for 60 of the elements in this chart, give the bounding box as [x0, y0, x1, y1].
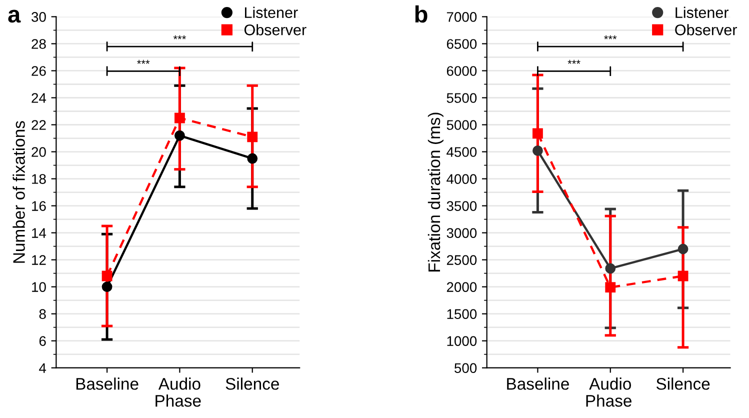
y-tick-label: 18	[32, 174, 46, 184]
point	[247, 153, 258, 164]
y-tick-label: 5500	[446, 93, 477, 103]
annotation: ***	[173, 35, 186, 40]
point	[532, 145, 543, 156]
legend-label: Listener	[676, 6, 729, 18]
y-tick-label: 4	[39, 363, 46, 373]
y-tick-label: 1000	[447, 336, 477, 346]
y-tick-label: 20	[32, 147, 46, 157]
y-tick-label: 2500	[446, 255, 477, 265]
annotation: ***	[568, 60, 580, 64]
legend-label: Listener	[244, 6, 298, 18]
annotation: ***	[137, 60, 150, 64]
point	[174, 130, 185, 141]
y-tick-label: 16	[32, 201, 46, 211]
y-tick-label: 5000	[446, 120, 477, 130]
point	[247, 132, 258, 142]
legend-label: Observer	[675, 24, 737, 36]
x-tick-label: Silence	[656, 378, 710, 390]
y-tick-label: 4500	[446, 147, 477, 157]
y-tick-label: 8	[39, 309, 46, 319]
y-tick-label: 22	[32, 120, 46, 130]
y-tick-label: 12	[32, 255, 46, 265]
x-axis-title: Phase	[156, 394, 201, 407]
y-tick-label: 14	[32, 228, 46, 238]
y-tick-label: 7000	[446, 12, 477, 22]
x-axis-title: Phase	[586, 394, 632, 407]
point	[678, 270, 688, 282]
y-tick-label: 500	[454, 363, 477, 374]
point	[605, 263, 616, 274]
y-tick-label: 28	[32, 39, 46, 49]
y-tick-label: 2000	[446, 282, 477, 292]
point	[532, 128, 543, 139]
point	[605, 282, 616, 293]
x-tick-label: Audio	[589, 378, 631, 390]
annotation: ***	[604, 35, 617, 40]
legend-label: Observer	[244, 24, 306, 36]
y-tick-label: 24	[32, 93, 46, 103]
y-tick-label: 10	[32, 282, 46, 292]
y-tick-label: 26	[32, 66, 46, 76]
y-tick-label: 6	[39, 336, 46, 346]
point	[174, 112, 185, 124]
x-tick-label: Audio	[158, 378, 200, 390]
y-tick-label: 6000	[446, 66, 477, 76]
point	[678, 244, 688, 254]
y-tick-label: 3000	[446, 228, 477, 238]
chart-title: a	[8, 10, 21, 23]
y-tick-label: 6500	[446, 39, 477, 49]
y-tick-label: 1500	[447, 309, 477, 319]
x-tick-label: Baseline	[507, 378, 569, 390]
y-tick-label: 3500	[446, 201, 477, 211]
y-axis-title: Number of fixations	[12, 121, 25, 263]
chart-title: b	[415, 5, 428, 23]
x-tick-label: Baseline	[76, 378, 138, 390]
x-tick-label: Silence	[226, 378, 279, 390]
point	[102, 270, 112, 282]
y-tick-label: 30	[32, 12, 46, 22]
point	[102, 282, 112, 292]
y-tick-label: 4000	[446, 174, 477, 184]
y-axis-title: Fixation duration (ms)	[428, 112, 444, 272]
